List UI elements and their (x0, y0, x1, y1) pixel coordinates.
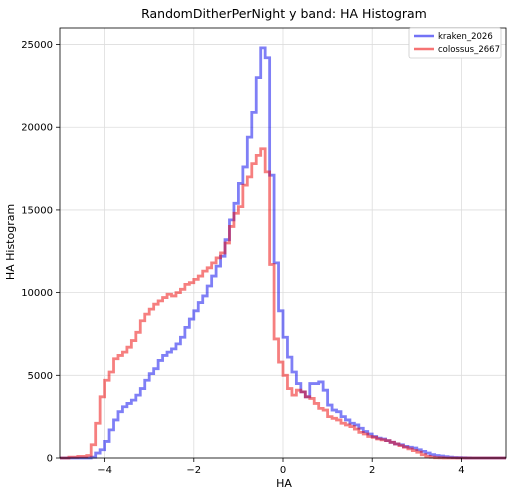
series-layer (60, 46, 506, 460)
y-axis-title: HA Histogram (4, 204, 17, 280)
y-axis: 0 5000 10000 15000 20000 25000 (21, 40, 60, 465)
y-tick-label: 10000 (21, 288, 53, 299)
legend: kraken_2026 colossus_2667 (408, 27, 502, 59)
y-tick-label: 0 (47, 454, 53, 465)
series-step-line-1 (60, 147, 506, 460)
x-tick-label: 2 (369, 465, 375, 476)
chart-title: RandomDitherPerNight y band: HA Histogra… (141, 6, 427, 21)
y-tick-label: 15000 (21, 205, 53, 216)
y-tick-label: 25000 (21, 40, 53, 51)
y-tick-label: 5000 (28, 371, 53, 382)
x-tick-label: 4 (458, 465, 464, 476)
x-tick-label: −2 (186, 465, 201, 476)
legend-label-kraken: kraken_2026 (438, 32, 493, 42)
legend-label-colossus: colossus_2667 (438, 45, 500, 55)
x-tick-label: 0 (280, 465, 286, 476)
x-axis: −4 −2 0 2 4 (97, 458, 465, 476)
y-tick-label: 20000 (21, 123, 53, 134)
x-tick-label: −4 (97, 465, 112, 476)
x-axis-title: HA (276, 477, 292, 490)
